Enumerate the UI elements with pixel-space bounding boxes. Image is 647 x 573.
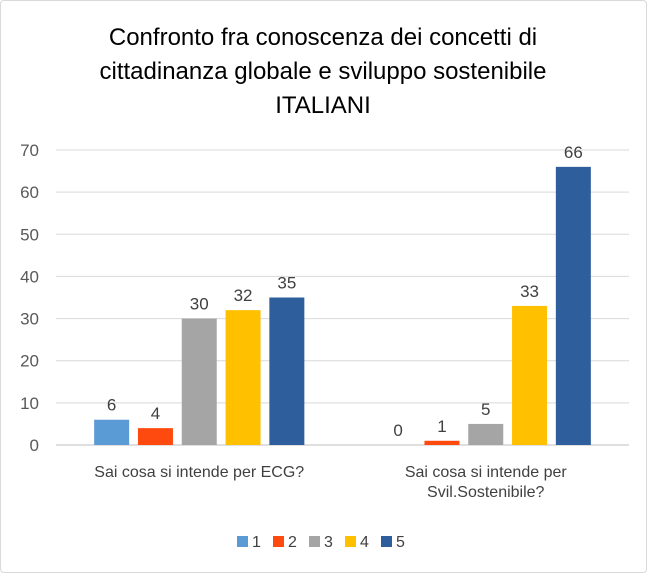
legend-label: 4 <box>360 534 369 551</box>
bar-4-0 <box>225 310 261 445</box>
y-tick-label: 20 <box>20 352 39 371</box>
legend-swatch-3 <box>309 536 320 547</box>
y-tick-label: 40 <box>20 267 39 286</box>
category-label: Sai cosa si intende per <box>405 464 568 481</box>
data-label: 6 <box>107 396 116 415</box>
bar-3-0 <box>181 318 217 445</box>
y-tick-label: 30 <box>20 310 39 329</box>
chart-title-line: ITALIANI <box>275 92 371 119</box>
legend-swatch-4 <box>345 536 356 547</box>
data-label: 0 <box>393 421 402 440</box>
legend-label: 3 <box>324 534 333 551</box>
bar-3-1 <box>468 423 504 445</box>
y-tick-label: 70 <box>20 141 39 160</box>
bar-5-1 <box>555 166 591 445</box>
category-label: Sai cosa si intende per ECG? <box>94 464 304 481</box>
data-label: 32 <box>234 286 253 305</box>
y-tick-label: 50 <box>20 225 39 244</box>
legend-label: 1 <box>252 534 261 551</box>
data-label: 5 <box>481 400 490 419</box>
bar-4-1 <box>512 305 548 445</box>
chart-title-line: cittadinanza globale e sviluppo sostenib… <box>100 58 547 85</box>
legend-swatch-5 <box>381 536 392 547</box>
legend-label: 5 <box>396 534 405 551</box>
legend-swatch-2 <box>273 536 284 547</box>
bar-1-0 <box>94 419 130 445</box>
data-label: 35 <box>277 274 296 293</box>
y-tick-label: 10 <box>20 394 39 413</box>
category-label: Svil.Sostenibile? <box>427 484 545 501</box>
bar-2-1 <box>424 440 460 445</box>
data-label: 33 <box>520 282 539 301</box>
data-label: 66 <box>564 143 583 162</box>
y-tick-label: 60 <box>20 183 39 202</box>
y-tick-label: 0 <box>30 436 39 455</box>
data-label: 1 <box>437 417 446 436</box>
data-label: 30 <box>190 295 209 314</box>
data-label: 4 <box>151 404 160 423</box>
bar-2-0 <box>137 428 173 445</box>
legend-swatch-1 <box>237 536 248 547</box>
chart-title-line: Confronto fra conoscenza dei concetti di <box>109 24 537 51</box>
legend-label: 2 <box>288 534 297 551</box>
bar-5-0 <box>269 297 305 445</box>
